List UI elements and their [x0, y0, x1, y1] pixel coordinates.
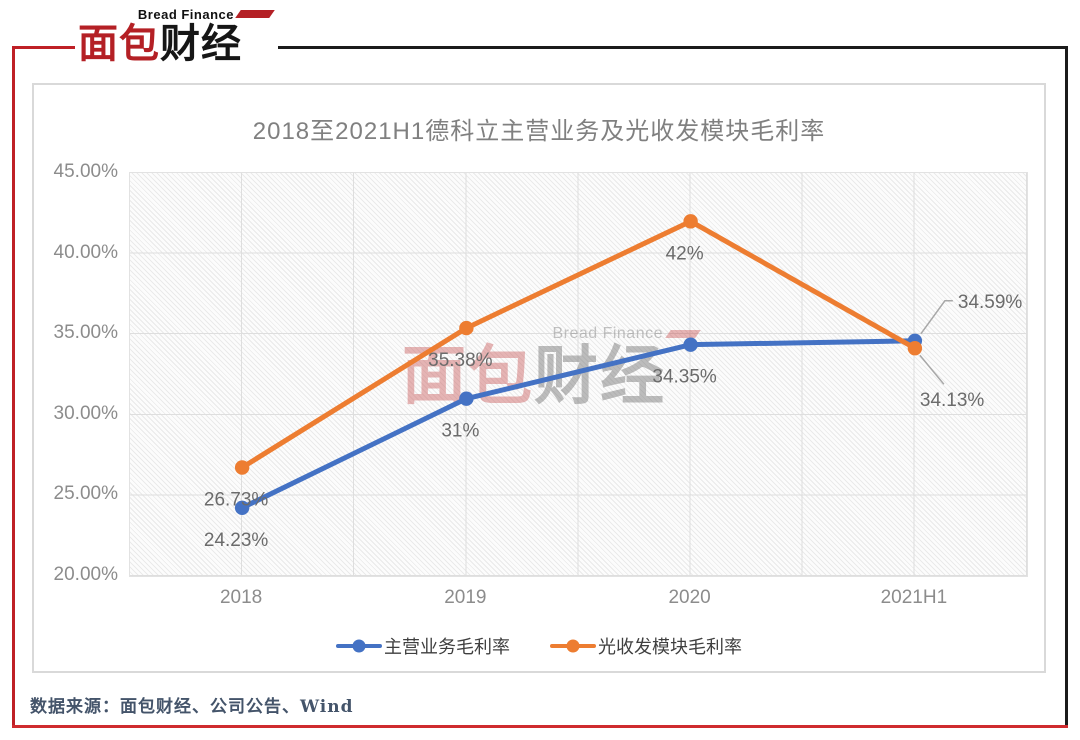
chart-title: 2018至2021H1德科立主营业务及光收发模块毛利率	[252, 118, 826, 145]
chart-canvas: 24.23% 31% 34.35% 34.59% 26.73% 35.38% 42% 34.1…	[204, 214, 1023, 551]
data-label: 35.38%	[428, 350, 493, 371]
y-tick-label: 30.00%	[53, 402, 118, 424]
callout-leader-line	[919, 354, 945, 385]
series-marker-1-1	[459, 320, 474, 336]
series-marker-1-0	[234, 460, 250, 475]
legend-item-1: 光收发模块毛利率	[550, 633, 742, 659]
data-label: 34.35%	[652, 367, 717, 388]
logo-cn-red: 面包	[78, 22, 160, 66]
legend: 主营业务毛利率 光收发模块毛利率	[34, 633, 1044, 659]
frame-top-black-segment	[276, 46, 1068, 49]
bread-finance-logo: Bread Finance 面包财经	[78, 6, 278, 78]
data-label: 34.13%	[920, 390, 985, 411]
legend-label: 光收发模块毛利率	[598, 637, 742, 657]
series-line-0	[239, 338, 918, 511]
logo-top-row: Bread Finance	[78, 6, 278, 22]
legend-marker-icon	[336, 639, 382, 653]
x-tick-label: 2019	[444, 587, 487, 608]
legend-marker-icon	[550, 639, 596, 653]
data-label: 34.59%	[958, 292, 1023, 313]
data-label: 31%	[441, 421, 479, 442]
data-source-note: 数据来源：面包财经、公司公告、Wind	[30, 697, 354, 717]
plot-area: Bread Finance 面包财经 24.23% 31% 34.35% 34.59%…	[129, 172, 1028, 577]
data-label: 24.23%	[204, 530, 269, 551]
series-marker-0-2	[683, 337, 698, 352]
frame-bottom-border	[12, 725, 1068, 728]
frame-top-red-segment	[12, 46, 75, 49]
y-tick-label: 25.00%	[53, 483, 118, 505]
y-tick-label: 40.00%	[53, 241, 118, 263]
chart-container: 2018至2021H1德科立主营业务及光收发模块毛利率 Bread Financ…	[32, 83, 1046, 673]
logo-cn-black: 财经	[160, 22, 242, 66]
legend-dot-icon	[352, 639, 366, 653]
y-tick-label: 45.00%	[53, 161, 118, 182]
legend-dot-icon	[566, 639, 580, 653]
logo-chinese-text: 面包财经	[78, 22, 278, 66]
callout-leader-line	[920, 300, 953, 335]
data-label: 26.73%	[204, 490, 269, 511]
series-marker-1-3	[907, 341, 923, 356]
y-tick-label: 35.00%	[53, 322, 118, 344]
series-line-1	[239, 218, 918, 471]
series-marker-0-1	[459, 391, 474, 406]
y-tick-label: 20.00%	[53, 564, 118, 585]
data-label: 42%	[666, 243, 704, 264]
series-marker-0-0	[234, 500, 250, 516]
legend-item-0: 主营业务毛利率	[336, 633, 510, 659]
frame-right-border	[1065, 46, 1068, 728]
x-tick-label: 2021H1	[880, 587, 948, 608]
legend-label: 主营业务毛利率	[384, 637, 510, 657]
x-tick-label: 2020	[668, 587, 711, 608]
series-marker-1-2	[683, 214, 698, 229]
logo-swoosh-icon	[235, 10, 275, 18]
x-tick-label: 2018	[219, 587, 263, 608]
frame-left-border	[12, 46, 15, 728]
logo-english-text: Bread Finance	[137, 6, 234, 22]
